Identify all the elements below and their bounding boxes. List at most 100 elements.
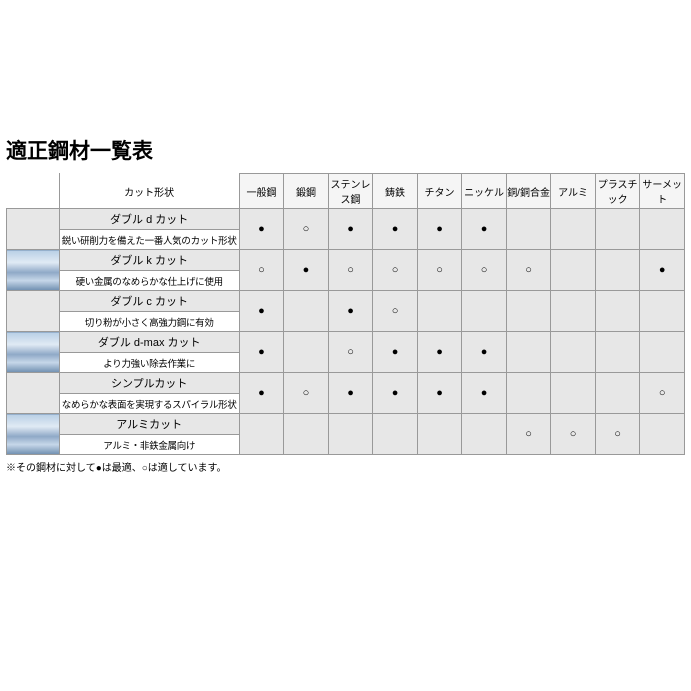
compatibility-cell (595, 209, 640, 250)
compatibility-cell: ● (328, 209, 373, 250)
compatibility-cell (417, 291, 462, 332)
compatibility-cell: ● (328, 291, 373, 332)
header-material-9: サーメット (640, 174, 685, 209)
cut-description: 硬い金属のなめらかな仕上げに使用 (59, 271, 239, 291)
compatibility-cell (551, 250, 596, 291)
compatibility-cell: ● (373, 332, 418, 373)
compatibility-cell: ○ (462, 250, 507, 291)
compatibility-cell: ● (239, 291, 284, 332)
compatibility-cell: ○ (328, 250, 373, 291)
header-material-4: チタン (417, 174, 462, 209)
compatibility-cell: ○ (373, 250, 418, 291)
compatibility-cell (462, 414, 507, 455)
compatibility-cell: ● (417, 332, 462, 373)
compatibility-cell: ● (417, 209, 462, 250)
compatibility-cell (373, 414, 418, 455)
table-row: シンプルカット●○●●●●○ (7, 373, 685, 394)
cut-texture-image (7, 332, 60, 373)
compatibility-cell (640, 291, 685, 332)
header-material-7: アルミ (551, 174, 596, 209)
compatibility-cell: ○ (595, 414, 640, 455)
cut-name: ダブル d カット (59, 209, 239, 230)
compatibility-cell: ● (462, 332, 507, 373)
cut-name: アルミカット (59, 414, 239, 435)
table-body: ダブル d カット●○●●●●鋭い研削力を備えた一番人気のカット形状ダブル k … (7, 209, 685, 455)
cut-description: 鋭い研削力を備えた一番人気のカット形状 (59, 230, 239, 250)
cut-description: より力強い除去作業に (59, 353, 239, 373)
table-row: ダブル d カット●○●●●● (7, 209, 685, 230)
header-material-1: 鍛鋼 (284, 174, 329, 209)
compatibility-cell (551, 209, 596, 250)
cut-name: シンプルカット (59, 373, 239, 394)
table-header-row: カット形状 一般鋼鍛鋼ステンレス鋼鋳鉄チタンニッケル銅/銅合金アルミプラスチック… (7, 174, 685, 209)
compatibility-cell (595, 291, 640, 332)
compatibility-cell: ● (462, 373, 507, 414)
compatibility-cell (640, 414, 685, 455)
compatibility-cell (239, 414, 284, 455)
compatibility-cell: ○ (640, 373, 685, 414)
compatibility-cell (595, 250, 640, 291)
compatibility-cell (284, 291, 329, 332)
compatibility-cell (506, 209, 551, 250)
compatibility-cell: ● (373, 209, 418, 250)
compatibility-cell (551, 373, 596, 414)
compatibility-cell: ● (239, 373, 284, 414)
compatibility-cell: ● (373, 373, 418, 414)
compatibility-cell: ○ (284, 373, 329, 414)
cut-name: ダブル d-max カット (59, 332, 239, 353)
compatibility-cell: ○ (506, 414, 551, 455)
cut-description: アルミ・非鉄金属向け (59, 435, 239, 455)
cut-name: ダブル c カット (59, 291, 239, 312)
compatibility-cell: ● (239, 332, 284, 373)
cut-texture-image (7, 373, 60, 414)
compatibility-cell: ● (328, 373, 373, 414)
compatibility-cell: ● (640, 250, 685, 291)
compatibility-cell: ● (417, 373, 462, 414)
compatibility-cell (284, 332, 329, 373)
compatibility-cell (417, 414, 462, 455)
header-material-3: 鋳鉄 (373, 174, 418, 209)
compatibility-table: カット形状 一般鋼鍛鋼ステンレス鋼鋳鉄チタンニッケル銅/銅合金アルミプラスチック… (6, 173, 685, 455)
cut-description: なめらかな表面を実現するスパイラル形状 (59, 394, 239, 414)
table-row: ダブル k カット○●○○○○○● (7, 250, 685, 271)
compatibility-cell (284, 414, 329, 455)
compatibility-cell (595, 373, 640, 414)
page-title: 適正鋼材一覧表 (6, 135, 685, 165)
compatibility-cell: ○ (239, 250, 284, 291)
compatibility-cell (595, 332, 640, 373)
header-image-col (7, 174, 60, 209)
compatibility-cell (462, 291, 507, 332)
compatibility-cell: ● (239, 209, 284, 250)
cut-name: ダブル k カット (59, 250, 239, 271)
cut-texture-image (7, 209, 60, 250)
cut-texture-image (7, 250, 60, 291)
compatibility-cell (506, 373, 551, 414)
header-material-8: プラスチック (595, 174, 640, 209)
compatibility-cell: ○ (417, 250, 462, 291)
compatibility-cell (328, 414, 373, 455)
compatibility-cell: ○ (373, 291, 418, 332)
compatibility-cell (551, 332, 596, 373)
cut-texture-image (7, 414, 60, 455)
footnote: ※その鋼材に対して●は最適、○は適しています。 (6, 459, 685, 474)
table-row: アルミカット○○○ (7, 414, 685, 435)
compatibility-cell (506, 332, 551, 373)
header-desc-col: カット形状 (59, 174, 239, 209)
header-material-2: ステンレス鋼 (328, 174, 373, 209)
compatibility-cell: ● (284, 250, 329, 291)
compatibility-cell (506, 291, 551, 332)
cut-texture-image (7, 291, 60, 332)
table-row: ダブル c カット●●○ (7, 291, 685, 312)
compatibility-cell: ○ (506, 250, 551, 291)
compatibility-cell: ○ (551, 414, 596, 455)
compatibility-cell: ○ (328, 332, 373, 373)
compatibility-cell: ○ (284, 209, 329, 250)
compatibility-cell (551, 291, 596, 332)
cut-description: 切り粉が小さく高強力鋼に有効 (59, 312, 239, 332)
compatibility-cell: ● (462, 209, 507, 250)
header-material-5: ニッケル (462, 174, 507, 209)
compatibility-cell (640, 209, 685, 250)
header-material-6: 銅/銅合金 (506, 174, 551, 209)
table-row: ダブル d-max カット●○●●● (7, 332, 685, 353)
compatibility-cell (640, 332, 685, 373)
